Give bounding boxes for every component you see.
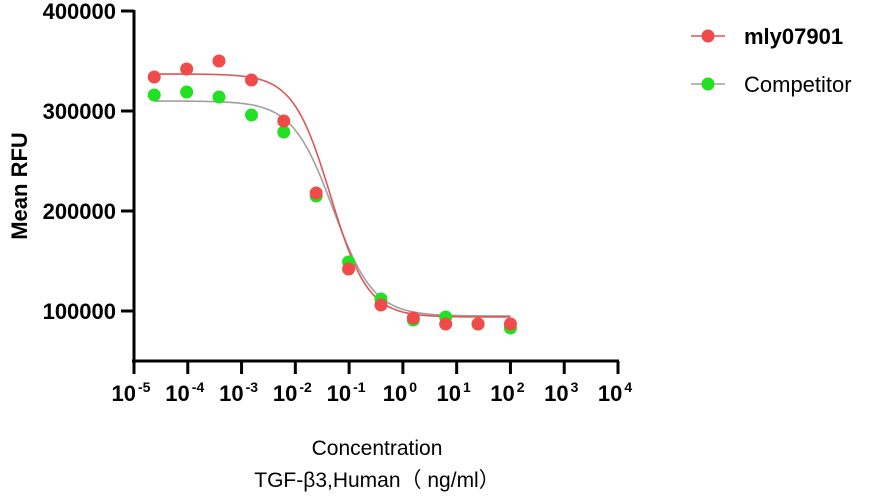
legend-marker (701, 29, 715, 43)
x-tick-label: 10 4 (598, 379, 632, 406)
data-point-mly07901 (439, 317, 453, 331)
x-tick-label: 10 -3 (219, 379, 258, 406)
data-point-competitor (147, 88, 161, 102)
data-point-mly07901 (309, 186, 323, 200)
x-tick-label: 10 -4 (165, 379, 204, 406)
x-tick-label: 10 2 (490, 379, 524, 406)
data-point-mly07901 (180, 62, 194, 76)
data-point-mly07901 (212, 54, 226, 68)
legend: mly07901 Competitor (691, 24, 852, 97)
legend-marker (701, 77, 715, 91)
data-point-mly07901 (503, 317, 517, 331)
data-points (147, 54, 517, 335)
x-ticks: 10 -5 10 -4 10 -3 10 -2 10 -1 10 0 10 1 10 2 10 3 10 4 (112, 361, 632, 406)
legend-label: Competitor (744, 72, 852, 97)
data-point-mly07901 (244, 73, 258, 87)
data-point-competitor (180, 85, 194, 99)
data-point-competitor (212, 90, 226, 104)
data-point-mly07901 (471, 317, 485, 331)
data-point-mly07901 (147, 70, 161, 84)
y-tick-label: 400000 (43, 0, 116, 24)
y-ticks: 100000 200000 300000 400000 (43, 0, 134, 324)
fit-curve-competitor (154, 100, 511, 317)
x-tick-label: 10 -1 (327, 379, 366, 406)
fit-curves (154, 73, 511, 318)
y-axis-label: Mean RFU (7, 132, 32, 240)
x-tick-label: 10 1 (437, 379, 471, 406)
y-tick-label: 100000 (43, 299, 116, 324)
x-tick-label: 10 -5 (112, 379, 151, 406)
axes (132, 10, 619, 363)
x-axis-label: Concentration (312, 437, 443, 460)
x-tick-label: 10 0 (383, 379, 417, 406)
data-point-competitor (277, 125, 291, 139)
data-point-mly07901 (342, 262, 356, 276)
legend-label: mly07901 (744, 24, 843, 49)
data-point-mly07901 (277, 114, 291, 128)
x-tick-label: 10 -2 (273, 379, 312, 406)
y-tick-label: 300000 (43, 99, 116, 124)
x-tick-label: 10 3 (544, 379, 578, 406)
x-axis-label-units: TGF-β3,Human（ ng/ml） (254, 469, 499, 492)
y-tick-label: 200000 (43, 199, 116, 224)
data-point-mly07901 (374, 298, 388, 312)
fit-curve-mly07901 (154, 73, 511, 318)
data-point-mly07901 (406, 311, 420, 325)
data-point-competitor (244, 108, 258, 122)
